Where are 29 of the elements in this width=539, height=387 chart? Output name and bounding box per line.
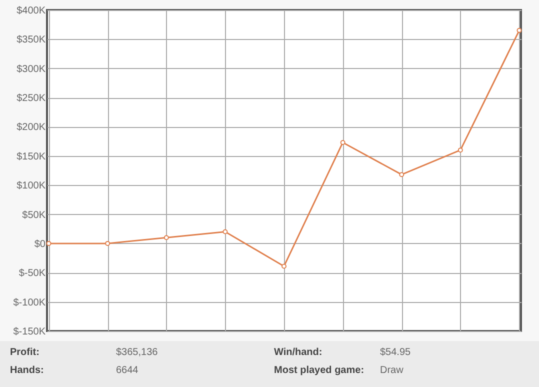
y-tick-label: $-150K <box>13 326 46 338</box>
point <box>105 240 110 246</box>
y-tick-label: $50K <box>22 210 46 221</box>
y-tick-label: $100K <box>16 180 46 192</box>
y-tick-label: $250K <box>16 93 46 104</box>
point <box>282 264 286 269</box>
y-tick-label: $400K <box>16 6 46 16</box>
point <box>46 240 52 246</box>
y-tick-label: $150K <box>16 151 46 162</box>
point <box>222 229 228 234</box>
y-tick-label: $-50K <box>18 268 46 280</box>
y-tick-label: $300K <box>16 64 46 75</box>
y-tick-label: $200K <box>16 122 46 134</box>
point <box>458 148 463 153</box>
point <box>516 28 522 33</box>
point <box>399 172 404 178</box>
text: Hands: <box>10 365 44 376</box>
text: $54.95 <box>380 347 411 358</box>
y-tick-label: $350K <box>16 34 46 46</box>
y-tick-label: $-100K <box>13 297 46 308</box>
text: 6644 <box>116 365 138 376</box>
text: Win/hand: <box>274 347 322 358</box>
text: $365,136 <box>116 347 158 358</box>
text: Profit: <box>10 347 40 358</box>
point <box>340 140 346 145</box>
y-tick-label: $0 <box>34 238 46 250</box>
text: Most played game: <box>274 365 364 376</box>
point <box>164 235 169 240</box>
text: Draw <box>380 365 404 376</box>
